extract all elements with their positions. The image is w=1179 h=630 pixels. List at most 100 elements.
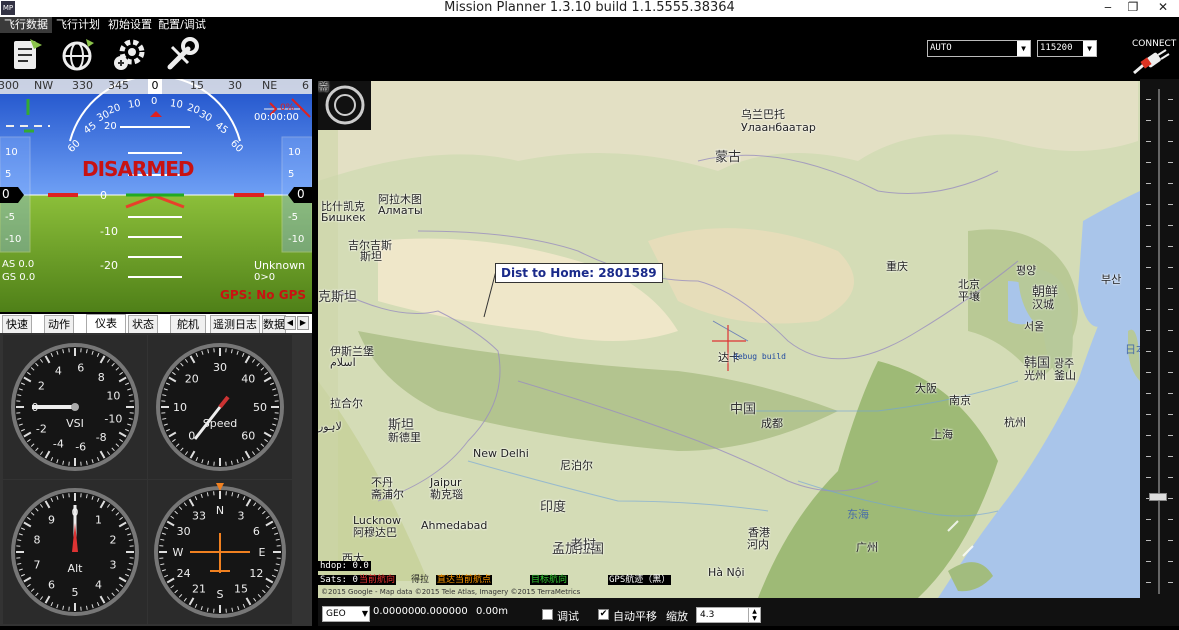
tab-6[interactable]: 数据	[262, 315, 286, 333]
tab-scroll-right-icon[interactable]: ▶	[297, 316, 309, 330]
map-statusbar: GEO ▼ 0.000000 0.000000 0.00m 调试 ✔ 自动平移 …	[318, 598, 1179, 626]
altitude-scale-left-label: 5	[5, 169, 11, 180]
altitude-scale-left-label: 10	[5, 147, 18, 158]
speed-tick-label: 10	[173, 401, 187, 414]
heading-tick-label: 24	[177, 567, 191, 580]
zoom-tick	[1168, 519, 1173, 520]
altitude-scale-left-label: -5	[5, 212, 15, 223]
zoom-tick	[1146, 204, 1151, 205]
zoom-input[interactable]: 4.3 ▲▼	[696, 607, 761, 623]
airspeed-readout: AS 0.0	[2, 259, 34, 270]
heading-tick-label: 21	[192, 582, 206, 595]
groundspeed-readout: GS 0.0	[2, 272, 35, 283]
zoom-tick	[1146, 183, 1151, 184]
menu-flight-data[interactable]: 飞行数据	[0, 17, 52, 79]
debug-checkbox[interactable]	[542, 609, 553, 620]
speed-tick-label: 40	[241, 373, 255, 386]
map-label: New Delhi	[473, 448, 529, 460]
map-label: 부산	[1101, 274, 1121, 286]
tab-1[interactable]: 动作	[44, 315, 74, 333]
flight-mode-value: AUTO	[930, 43, 952, 53]
flight-mode-select[interactable]: AUTO ▼	[927, 40, 1031, 57]
zoom-tick	[1146, 372, 1151, 373]
sats-readout: Sats: 0	[318, 575, 360, 585]
map-label: 평양	[1016, 265, 1036, 277]
tab-5[interactable]: 遥测日志	[210, 315, 260, 333]
zoom-slider-thumb[interactable]	[1149, 493, 1167, 501]
menu-label: 初始设置	[104, 17, 156, 33]
flight-mode-readout: Unknown	[254, 259, 305, 272]
heading-tick-label: 12	[249, 567, 263, 580]
altitude-readout: 0.00m	[476, 606, 508, 617]
zoom-tick	[1168, 162, 1173, 163]
zoom-tick	[1146, 225, 1151, 226]
map-label: 서울	[1024, 321, 1044, 333]
main-toolbar: 飞行数据 飞行计划 初始设置 配置/调试	[0, 17, 1179, 79]
zoom-tick	[1146, 393, 1151, 394]
menu-flight-plan[interactable]: 飞行计划	[52, 17, 104, 79]
config-tuning-icon	[162, 35, 202, 73]
zoom-tick	[1168, 330, 1173, 331]
map-label: 光州	[1024, 370, 1046, 382]
window-titlebar: MP Mission Planner 1.3.10 build 1.1.5555…	[0, 0, 1179, 17]
zoom-tick	[1146, 99, 1151, 100]
zoom-tick	[1146, 246, 1151, 247]
heading-tick-label: W	[173, 546, 184, 559]
map-label: 河内	[747, 539, 769, 551]
alt-tick-label: 1	[95, 514, 102, 527]
map-label: 东海	[847, 509, 869, 521]
close-button[interactable]: ✕	[1150, 0, 1176, 15]
tab-4[interactable]: 舵机	[170, 315, 206, 333]
menu-config-tuning[interactable]: 配置/调试	[156, 17, 208, 79]
marker-label: debug build	[733, 352, 786, 362]
menu-initial-setup[interactable]: 初始设置	[104, 17, 156, 79]
map-label: 勒克瑙	[430, 489, 463, 501]
map-label: 阿穆达巴	[353, 527, 397, 539]
tab-scroll-left-icon[interactable]: ◀	[284, 316, 296, 330]
zoom-tick	[1168, 540, 1173, 541]
baud-rate-select[interactable]: 115200 ▼	[1037, 40, 1097, 57]
zoom-tick	[1168, 225, 1173, 226]
map-label: Ahmedabad	[421, 520, 487, 532]
connect-plug-icon[interactable]	[1128, 49, 1176, 77]
vsi-tick-label: 8	[98, 371, 105, 384]
zoom-spinner-icon[interactable]: ▲▼	[748, 608, 760, 622]
zoom-slider-track[interactable]	[1158, 89, 1160, 594]
map-label: 新德里	[388, 432, 421, 444]
map-label: 日本海	[1125, 344, 1140, 356]
vsi-tick-label: -10	[104, 412, 122, 425]
zoom-tick	[1146, 582, 1151, 583]
heading-tick-label: S	[217, 588, 224, 601]
vsi-tick-label: 6	[77, 361, 84, 374]
speed-tick-label: 20	[185, 373, 199, 386]
zoom-tick	[1168, 141, 1173, 142]
heading-tick-label: 6	[302, 79, 309, 92]
autopan-checkbox[interactable]: ✔	[598, 609, 609, 620]
zoom-value: 4.3	[700, 610, 714, 620]
map-type-select[interactable]: GEO ▼	[322, 606, 370, 622]
dist-to-home-tooltip: Dist to Home: 2801589	[495, 263, 663, 283]
heading-tick-label: 345	[108, 79, 129, 92]
tab-2[interactable]: 仪表	[86, 314, 126, 333]
zoom-tick	[1168, 414, 1173, 415]
map-label: 斋	[318, 81, 329, 93]
zoom-tick	[1168, 393, 1173, 394]
heading-tick-label: N	[216, 504, 224, 517]
zoom-tick	[1168, 267, 1173, 268]
alt-tick-label: 9	[48, 514, 55, 527]
legend-gps-track: GPS航迹（黑）	[608, 575, 671, 585]
minimize-button[interactable]: ‒	[1095, 0, 1121, 15]
restore-button[interactable]: ❐	[1120, 0, 1146, 15]
tab-3[interactable]: 状态	[128, 315, 158, 333]
heading-tick-label: NW	[34, 79, 53, 92]
tab-0[interactable]: 快速	[2, 315, 32, 333]
zoom-slider-panel	[1140, 79, 1179, 598]
chevron-down-icon: ▼	[362, 607, 368, 621]
heading-tick-label: 33	[192, 510, 206, 523]
legend-target-waypoint: 直达当前航点	[436, 575, 492, 585]
gauges-drawing: 0246810-10-8-6-4-2VSI0102030405060Speed0…	[0, 333, 312, 626]
zoom-tick	[1168, 351, 1173, 352]
altitude-scale-right-label: -5	[288, 212, 298, 223]
